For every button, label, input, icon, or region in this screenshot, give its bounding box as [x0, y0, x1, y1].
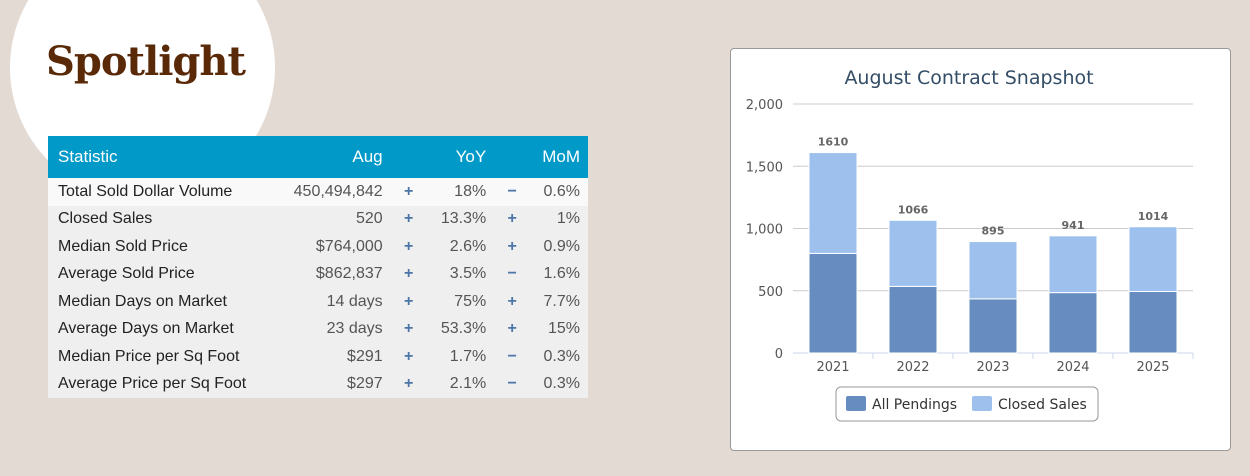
legend: All Pendings Closed Sales — [835, 386, 1099, 422]
yoy-cell: 1.7% — [426, 343, 495, 371]
x-tick-label: 2022 — [896, 360, 929, 375]
table-row: Total Sold Dollar Volume 450,494,842 +18% −… — [48, 178, 588, 206]
mom-sign: + — [494, 288, 531, 316]
col-yoy: YoY — [390, 136, 495, 178]
yoy-cell: 3.5% — [426, 260, 495, 288]
col-mom: MoM — [494, 136, 588, 178]
total-label: 1014 — [1138, 210, 1169, 223]
aug-cell: 23 days — [275, 315, 391, 343]
bar-all-pendings[interactable] — [808, 252, 858, 354]
col-statistic: Statistic — [48, 136, 276, 178]
chart-svg: August Contract Snapshot 0 500 1,000 1,500 2,… — [746, 67, 1194, 422]
mom-sign: − — [494, 370, 531, 398]
mom-sign: − — [494, 260, 531, 288]
aug-cell: $291 — [275, 343, 391, 371]
bar-all-pendings[interactable] — [1048, 292, 1098, 354]
bar-closed-sales[interactable] — [1128, 226, 1178, 292]
table-row: Average Sold Price $862,837 +3.5% −1.6% — [48, 260, 588, 288]
mom-cell: 0.3% — [530, 343, 588, 371]
yoy-cell: 2.1% — [426, 370, 495, 398]
statistic-cell: Average Sold Price — [48, 260, 276, 288]
statistic-cell: Total Sold Dollar Volume — [48, 178, 276, 206]
table-row: Median Sold Price $764,000 +2.6% +0.9% — [48, 233, 588, 261]
yoy-sign: + — [390, 343, 427, 371]
chart-title: August Contract Snapshot — [844, 67, 1093, 89]
chart-panel: August Contract Snapshot 0 500 1,000 1,500 2,… — [730, 48, 1231, 451]
legend-item[interactable]: All Pendings — [846, 396, 957, 413]
bar-closed-sales[interactable] — [808, 152, 858, 254]
x-tick-label: 2024 — [1056, 360, 1089, 375]
yoy-cell: 2.6% — [426, 233, 495, 261]
aug-cell: 520 — [275, 205, 391, 233]
legend-swatch — [846, 396, 866, 411]
yoy-sign: + — [390, 205, 427, 233]
yoy-cell: 13.3% — [426, 205, 495, 233]
statistic-cell: Average Price per Sq Foot — [48, 370, 276, 398]
mom-cell: 0.3% — [530, 370, 588, 398]
yoy-sign: + — [390, 178, 427, 206]
x-tick-label: 2023 — [976, 360, 1009, 375]
mom-cell: 0.9% — [530, 233, 588, 261]
table-row: Average Days on Market 23 days +53.3% +15% — [48, 315, 588, 343]
x-tick-label: 2021 — [816, 360, 849, 375]
statistic-cell: Average Days on Market — [48, 315, 276, 343]
y-tick-label: 2,000 — [746, 98, 783, 113]
table-row: Average Price per Sq Foot $297 +2.1% −0.3% — [48, 370, 588, 398]
total-label: 1610 — [818, 136, 849, 149]
aug-cell: $764,000 — [275, 233, 391, 261]
mom-sign: − — [494, 178, 531, 206]
yoy-sign: + — [390, 315, 427, 343]
legend-label: All Pendings — [872, 397, 957, 413]
mom-cell: 1.6% — [530, 260, 588, 288]
mom-cell: 1% — [530, 205, 588, 233]
yoy-sign: + — [390, 260, 427, 288]
statistics-table: Statistic Aug YoY MoM Total Sold Dollar … — [48, 136, 588, 398]
mom-sign: + — [494, 233, 531, 261]
statistic-cell: Median Price per Sq Foot — [48, 343, 276, 371]
yoy-cell: 75% — [426, 288, 495, 316]
table-header: Statistic Aug YoY MoM — [48, 136, 588, 178]
mom-cell: 15% — [530, 315, 588, 343]
total-label: 895 — [982, 225, 1005, 238]
aug-cell: $297 — [275, 370, 391, 398]
mom-sign: − — [494, 343, 531, 371]
bar-closed-sales[interactable] — [1048, 235, 1098, 294]
legend-item[interactable]: Closed Sales — [972, 396, 1087, 413]
aug-cell: $862,837 — [275, 260, 391, 288]
x-tick-label: 2025 — [1136, 360, 1169, 375]
legend-swatch — [972, 396, 992, 411]
y-tick-label: 1,000 — [746, 223, 783, 238]
bar-all-pendings[interactable] — [968, 298, 1018, 354]
yoy-sign: + — [390, 370, 427, 398]
table-row: Median Price per Sq Foot $291 +1.7% −0.3% — [48, 343, 588, 371]
table-row: Median Days on Market 14 days +75% +7.7% — [48, 288, 588, 316]
col-aug: Aug — [275, 136, 391, 178]
mom-sign: + — [494, 315, 531, 343]
yoy-cell: 53.3% — [426, 315, 495, 343]
mom-cell: 0.6% — [530, 178, 588, 206]
legend-label: Closed Sales — [998, 397, 1087, 413]
yoy-cell: 18% — [426, 178, 495, 206]
aug-cell: 450,494,842 — [275, 178, 391, 206]
aug-cell: 14 days — [275, 288, 391, 316]
mom-sign: + — [494, 205, 531, 233]
total-label: 941 — [1062, 219, 1085, 232]
bar-closed-sales[interactable] — [968, 241, 1018, 300]
total-label: 1066 — [898, 203, 929, 216]
statistic-cell: Closed Sales — [48, 205, 276, 233]
bar-all-pendings[interactable] — [888, 285, 938, 354]
mom-cell: 7.7% — [530, 288, 588, 316]
y-tick-label: 1,500 — [746, 160, 783, 175]
statistic-cell: Median Sold Price — [48, 233, 276, 261]
yoy-sign: + — [390, 288, 427, 316]
table-row: Closed Sales 520 +13.3% +1% — [48, 205, 588, 233]
statistic-cell: Median Days on Market — [48, 288, 276, 316]
bar-closed-sales[interactable] — [888, 219, 938, 287]
y-tick-label: 500 — [758, 285, 783, 300]
bar-all-pendings[interactable] — [1128, 290, 1178, 354]
y-tick-label: 0 — [775, 347, 783, 362]
yoy-sign: + — [390, 233, 427, 261]
page-title: Spotlight — [46, 38, 246, 85]
